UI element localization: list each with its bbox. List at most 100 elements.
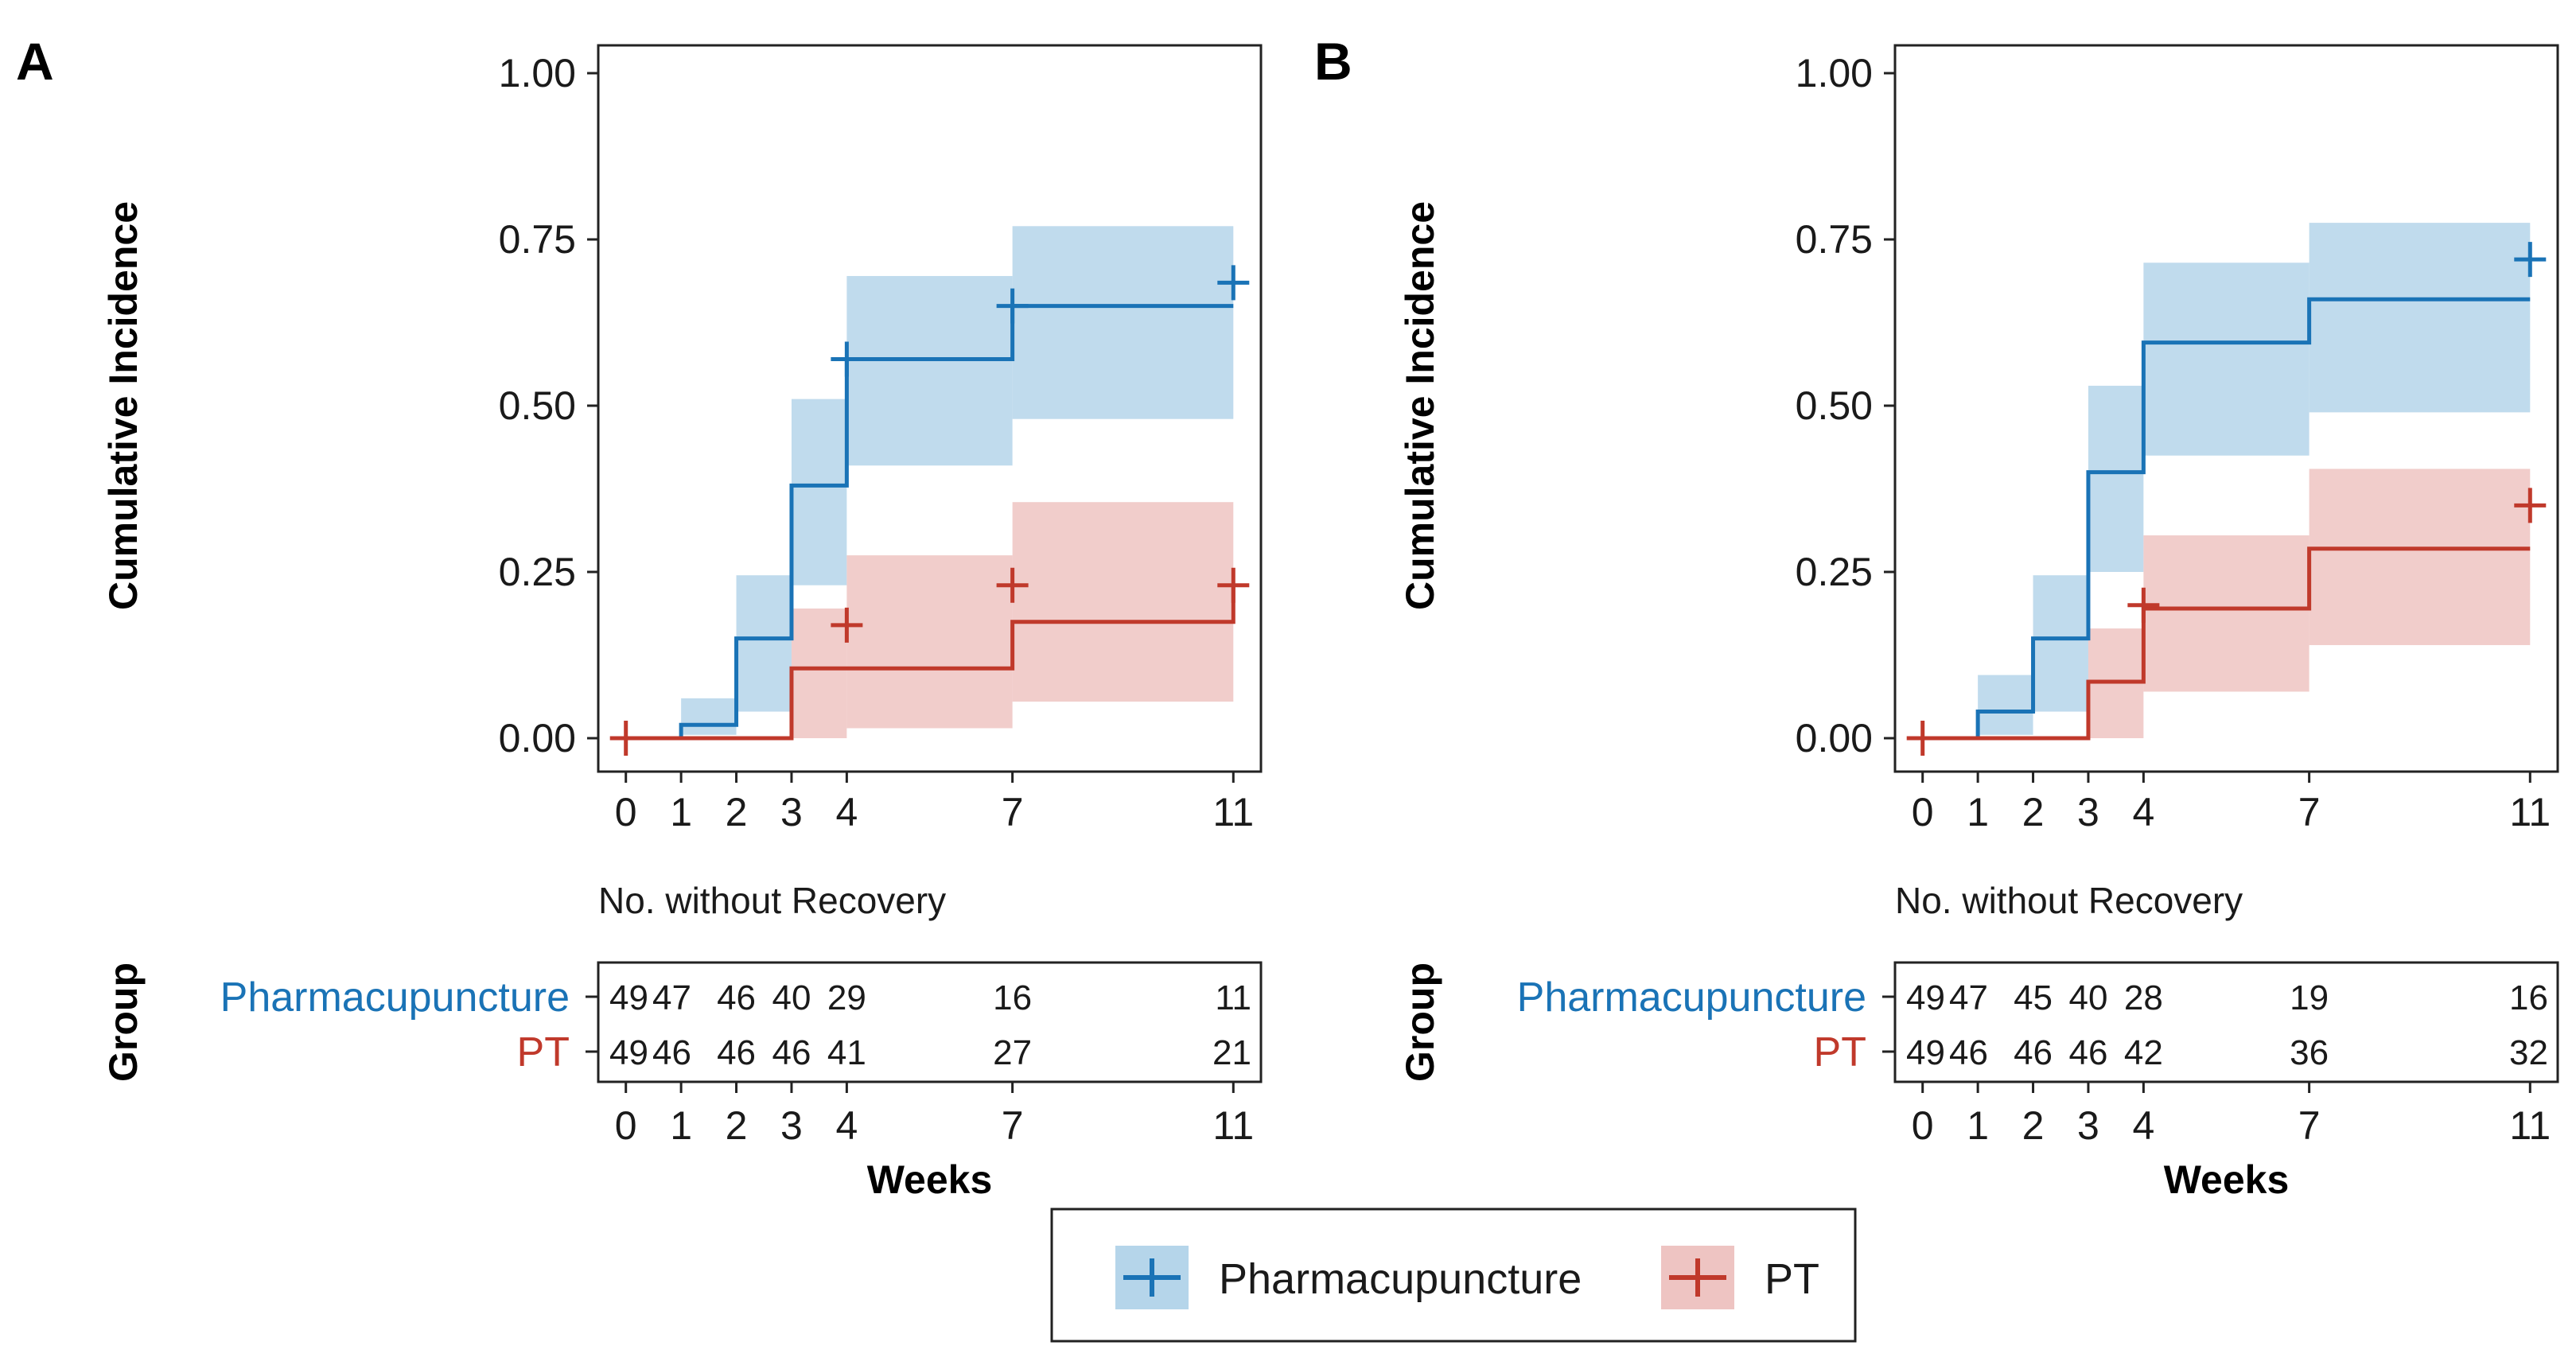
risk-count: 46 (652, 1033, 691, 1072)
step-line-pt (625, 585, 1235, 741)
risk-table-frame (597, 961, 1263, 1083)
risk-count: 40 (772, 978, 811, 1017)
risk-count: 32 (2509, 1033, 2548, 1072)
x-tick-label: 1 (1967, 790, 1989, 834)
ci-band-pharmacupuncture (2088, 385, 2144, 572)
risk-count: 28 (2124, 978, 2163, 1017)
risk-count: 11 (1215, 978, 1251, 1017)
risk-count: 46 (2068, 1033, 2107, 1072)
y-tick-label: 0.75 (499, 217, 576, 262)
risk-group-label: PT (517, 1029, 570, 1075)
ci-band-pt (2309, 469, 2531, 645)
risk-count: 49 (1906, 978, 1945, 1017)
risk-x-tick-label: 2 (726, 1103, 748, 1148)
plot-frame (597, 44, 1263, 773)
ci-band-pt (846, 555, 1013, 729)
x-tick-label: 4 (835, 790, 858, 834)
risk-group-label: Pharmacupuncture (1517, 974, 1866, 1021)
plot-frame (1893, 44, 2559, 773)
risk-x-tick-label: 7 (2298, 1103, 2321, 1148)
legend-cross-icon (1123, 1258, 1181, 1297)
risk-x-tick-label: 1 (1967, 1103, 1989, 1148)
x-tick-label: 0 (1912, 790, 1934, 834)
legend-pt: PT (1661, 1246, 1819, 1309)
risk-count: 40 (2068, 978, 2107, 1017)
x-tick-label: 2 (2022, 790, 2045, 834)
step-line-pharmacupuncture (625, 304, 1234, 741)
risk-x-tick-label: 1 (670, 1103, 692, 1148)
censor-mark (2514, 242, 2547, 278)
censor-mark (996, 288, 1029, 324)
y-tick-label: 0.50 (1796, 383, 1873, 428)
risk-count: 46 (772, 1033, 811, 1072)
ci-band-pharmacupuncture (2309, 223, 2531, 413)
y-tick-label: 0.25 (1796, 550, 1873, 594)
risk-count: 49 (1906, 1033, 1945, 1072)
risk-x-tick-label: 4 (2132, 1103, 2154, 1148)
x-axis-title: Weeks (2164, 1157, 2290, 1202)
risk-count: 46 (2014, 1033, 2053, 1072)
y-tick-label: 0.50 (499, 383, 576, 428)
risk-count: 16 (2509, 978, 2548, 1017)
ci-band-pharmacupuncture (846, 275, 1013, 466)
x-tick-label: 11 (1212, 790, 1254, 834)
censor-mark (831, 607, 863, 643)
risk-count: 21 (1212, 1033, 1251, 1072)
ci-band-pt (791, 608, 847, 738)
risk-count: 46 (717, 1033, 756, 1072)
step-line-pt (1922, 546, 2531, 741)
x-axis-title: Weeks (867, 1157, 993, 1202)
x-tick-label: 7 (1002, 790, 1024, 834)
risk-x-tick-label: 3 (780, 1103, 803, 1148)
x-tick-label: 7 (2298, 790, 2321, 834)
risk-x-tick-label: 11 (2509, 1103, 2551, 1148)
risk-count: 19 (2290, 978, 2329, 1017)
legend-label: PT (1765, 1255, 1819, 1303)
risk-x-tick-label: 0 (615, 1103, 637, 1148)
risk-count: 16 (993, 978, 1032, 1017)
y-axis-title: Cumulative Incidence (101, 201, 146, 610)
group-axis-title: Group (1398, 963, 1442, 1082)
legend-label: Pharmacupuncture (1219, 1255, 1582, 1303)
risk-count: 29 (827, 978, 866, 1017)
legend-pharmacupuncture: Pharmacupuncture (1115, 1246, 1582, 1309)
risk-table-title: No. without Recovery (598, 880, 946, 921)
risk-count: 46 (1949, 1033, 1988, 1072)
censor-mark (1217, 265, 1250, 301)
risk-count: 45 (2014, 978, 2053, 1017)
risk-table-title: No. without Recovery (1895, 880, 2243, 921)
x-tick-label: 4 (2132, 790, 2154, 834)
ci-band-pt (2143, 535, 2309, 692)
risk-x-tick-label: 0 (1912, 1103, 1934, 1148)
risk-x-tick-label: 7 (1002, 1103, 1024, 1148)
y-axis-title: Cumulative Incidence (1398, 201, 1442, 610)
censor-mark (831, 341, 863, 377)
risk-x-tick-label: 4 (835, 1103, 858, 1148)
x-tick-label: 3 (780, 790, 803, 834)
risk-group-label: Pharmacupuncture (220, 974, 570, 1021)
risk-x-tick-label: 2 (2022, 1103, 2045, 1148)
panel-label: A (16, 32, 54, 91)
risk-count: 47 (652, 978, 691, 1017)
risk-count: 46 (717, 978, 756, 1017)
y-tick-label: 1.00 (499, 51, 576, 95)
censor-mark (609, 721, 642, 756)
panel-a: A0.000.250.500.751.000 1 2 3 4 7 11Cumulative … (16, 32, 1263, 1202)
x-tick-label: 1 (670, 790, 692, 834)
ci-band-pharmacupuncture (681, 698, 737, 735)
censor-mark (1217, 567, 1250, 603)
ci-band-pharmacupuncture (736, 575, 792, 712)
risk-count: 36 (2290, 1033, 2329, 1072)
risk-count: 47 (1949, 978, 1988, 1017)
panel-label: B (1314, 32, 1352, 91)
censor-mark (2514, 488, 2547, 523)
censor-mark (2127, 587, 2160, 623)
risk-group-label: PT (1814, 1029, 1866, 1075)
censor-mark (996, 567, 1029, 603)
y-tick-label: 1.00 (1796, 51, 1873, 95)
ci-band-pharmacupuncture (791, 399, 847, 585)
step-line-pharmacupuncture (1922, 297, 2531, 741)
ci-band-pharmacupuncture (1012, 226, 1234, 419)
y-tick-label: 0.75 (1796, 217, 1873, 262)
